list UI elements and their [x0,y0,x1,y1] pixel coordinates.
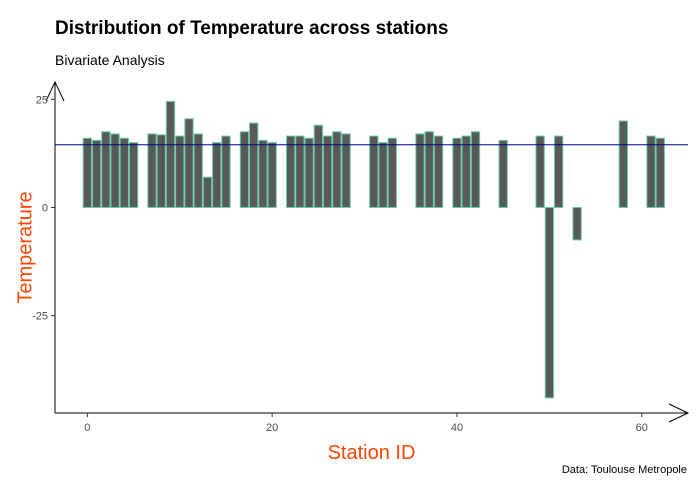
bar [341,133,351,208]
bar [470,131,481,208]
bar [498,139,508,208]
bar [535,135,545,208]
bar [646,135,656,208]
bar [304,137,314,208]
bar [156,134,166,208]
y-axis-title: Temperature [14,191,36,303]
x-axis-ticks: 0 20 40 60 [84,413,648,434]
bar [165,100,176,208]
chart-subtitle: Bivariate Analysis [55,52,165,68]
bar [202,176,213,208]
bar [91,139,102,208]
y-tick-label: 0 [42,202,48,214]
bar [424,131,434,208]
bar [175,135,185,208]
bar [322,135,333,208]
y-tick-label: 25 [36,94,48,106]
x-tick-label: 0 [84,422,90,434]
bar [387,137,397,208]
bar [553,135,564,208]
bar [267,142,277,208]
bar [212,142,222,208]
bar [193,133,203,208]
bar [369,135,379,208]
bar [147,133,157,208]
bar [452,137,462,208]
bar [101,131,111,208]
bar [433,135,444,208]
y-axis-ticks: -25 0 25 [32,94,55,323]
x-axis-title: Station ID [328,442,416,464]
bar [655,137,665,208]
chart-title: Distribution of Temperature across stati… [55,18,449,39]
bar [378,142,388,208]
bar [332,131,342,208]
bar [258,139,268,208]
bar [313,124,324,208]
x-tick-label: 20 [266,422,278,434]
x-axis-arrowhead [668,403,690,423]
x-tick-label: 40 [451,422,463,434]
bar [82,137,93,208]
bar [285,135,296,208]
chart-caption: Data: Toulouse Metropole [561,464,687,476]
y-axis-arrowhead [45,80,65,102]
bar-series [82,100,665,399]
bar [119,137,129,208]
x-tick-label: 60 [636,422,648,434]
y-tick-label: -25 [32,311,48,323]
bar [544,206,555,399]
bar [221,135,231,208]
bar [618,120,628,208]
bar [295,135,305,208]
bar [184,118,194,208]
bar [572,206,582,241]
bar [128,142,139,208]
bar [415,133,425,208]
bar [249,122,259,208]
bar [110,133,120,208]
bar [461,135,471,208]
bar [239,131,250,208]
